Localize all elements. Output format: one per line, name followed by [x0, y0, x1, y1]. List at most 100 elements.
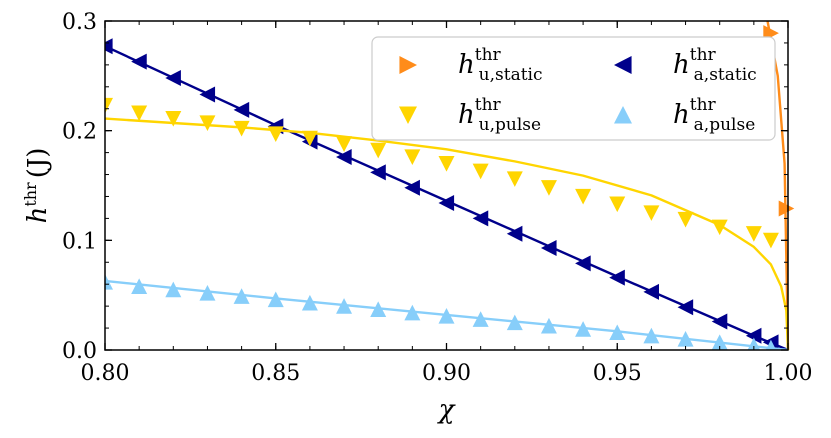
data-point-triangle-down	[575, 188, 592, 205]
legend-label-sub: u,pulse	[479, 115, 541, 135]
data-point-triangle-up	[765, 339, 777, 350]
legend-label-main: h	[673, 100, 690, 130]
data-point-triangle-up	[677, 331, 694, 347]
data-point-triangle-up	[506, 314, 523, 331]
data-point-triangle-left	[404, 179, 420, 196]
data-point-triangle-up	[370, 301, 387, 318]
data-point-triangle-down	[370, 142, 387, 159]
data-point-triangle-down	[609, 196, 626, 213]
legend-label: hthr a,static	[673, 45, 757, 85]
y-tick-label: 0.3	[62, 10, 97, 35]
x-tick-label: 0.95	[593, 361, 642, 386]
data-point-triangle-left	[609, 269, 625, 286]
legend-item-a-static: hthr a,static	[614, 45, 757, 85]
data-point-triangle-up	[105, 274, 113, 290]
data-point-triangle-down	[677, 211, 694, 228]
data-point-triangle-down	[745, 226, 762, 242]
data-point-triangle-left	[199, 86, 216, 103]
label-layer: 0.80 0.85 0.90 0.95 1.00 0.0 0.1 0.2 0.3 χ hthr(J)	[21, 10, 812, 425]
series-line	[105, 117, 790, 350]
data-point-triangle-left	[438, 195, 455, 212]
data-point-triangle-up	[575, 321, 592, 337]
series-layer	[105, 20, 795, 350]
data-point-triangle-down	[233, 120, 250, 137]
data-point-triangle-down	[404, 149, 421, 165]
data-point-triangle-up	[165, 281, 182, 298]
y-tick-label: 0.2	[62, 120, 97, 145]
data-point-triangle-up	[301, 294, 318, 311]
data-point-triangle-left	[643, 283, 659, 300]
x-axis-title: χ	[437, 395, 457, 425]
tick-layer	[104, 20, 789, 351]
legend-marker	[399, 106, 417, 124]
legend-label-sub: a,static	[694, 65, 757, 85]
x-tick-label: 1.00	[764, 361, 813, 386]
legend-label: hthr u,static	[458, 45, 543, 85]
data-point-triangle-left	[336, 148, 352, 165]
legend-item-a-pulse: hthr a,pulse	[614, 95, 755, 135]
data-point-triangle-down	[762, 232, 779, 249]
data-point-triangle-down	[199, 115, 216, 131]
data-point-triangle-left	[711, 313, 728, 330]
data-point-triangle-left	[370, 164, 386, 181]
data-point-triangle-up	[711, 334, 728, 350]
data-point-triangle-up	[233, 288, 250, 304]
legend-marker	[614, 56, 632, 74]
legend-label-sup: thr	[690, 45, 717, 65]
y-tick-label: 0.1	[62, 229, 97, 254]
data-point-triangle-up	[540, 317, 557, 334]
data-point-triangle-up	[267, 291, 284, 308]
data-point-triangle-down	[711, 219, 728, 236]
data-point-triangle-up	[199, 284, 216, 301]
legend-marker	[399, 56, 417, 74]
data-point-triangle-up	[747, 337, 761, 350]
data-point-triangle-left	[575, 255, 591, 272]
legend-label: hthr u,pulse	[458, 95, 541, 135]
x-tick-label: 0.90	[422, 361, 471, 386]
legend-marker	[614, 106, 632, 124]
data-point-triangle-down	[643, 205, 660, 221]
legend-label-sup: thr	[475, 95, 502, 115]
legend-label-main: h	[458, 100, 475, 130]
data-point-triangle-left	[131, 53, 147, 70]
y-tick-label: 0.0	[62, 339, 97, 364]
data-point-triangle-down	[165, 111, 182, 127]
data-point-triangle-right	[778, 200, 795, 217]
data-point-triangle-down	[438, 155, 455, 172]
data-point-triangle-down	[336, 136, 353, 152]
data-point-triangle-down	[540, 180, 557, 196]
y-axis-title: hthr (J)	[21, 148, 53, 224]
legend-label-main: h	[673, 50, 690, 80]
data-point-triangle-left	[165, 70, 181, 87]
data-point-triangle-up	[609, 324, 626, 341]
data-point-triangle-down	[105, 97, 113, 114]
y-axis-title-sup: thr	[21, 182, 40, 207]
data-point-triangle-up	[472, 311, 489, 327]
data-point-triangle-left	[105, 38, 113, 55]
series-u-pulse	[105, 97, 790, 350]
data-point-triangle-down	[267, 126, 284, 142]
legend-label-sub: u,static	[479, 65, 543, 85]
data-point-triangle-up	[131, 278, 148, 294]
data-point-triangle-down	[472, 163, 489, 180]
legend-label-sup: thr	[690, 95, 717, 115]
data-point-triangle-up	[336, 298, 353, 314]
legend-label-sub: a,pulse	[694, 115, 756, 135]
data-point-triangle-left	[472, 210, 489, 227]
data-point-triangle-left	[745, 327, 762, 344]
legend-label-main: h	[458, 50, 475, 80]
x-tick-label: 0.85	[251, 361, 300, 386]
series-a-pulse	[105, 274, 789, 350]
data-point-triangle-left	[677, 299, 694, 316]
y-axis-title-main: h	[23, 207, 53, 224]
x-tick-label: 0.80	[81, 361, 130, 386]
legend-label: hthr a,pulse	[673, 95, 755, 135]
legend-label-sup: thr	[475, 45, 502, 65]
data-point-triangle-down	[301, 130, 318, 147]
data-point-triangle-up	[438, 308, 455, 324]
data-point-triangle-down	[506, 171, 523, 187]
data-point-triangle-left	[233, 101, 250, 118]
legend-box	[371, 36, 776, 141]
